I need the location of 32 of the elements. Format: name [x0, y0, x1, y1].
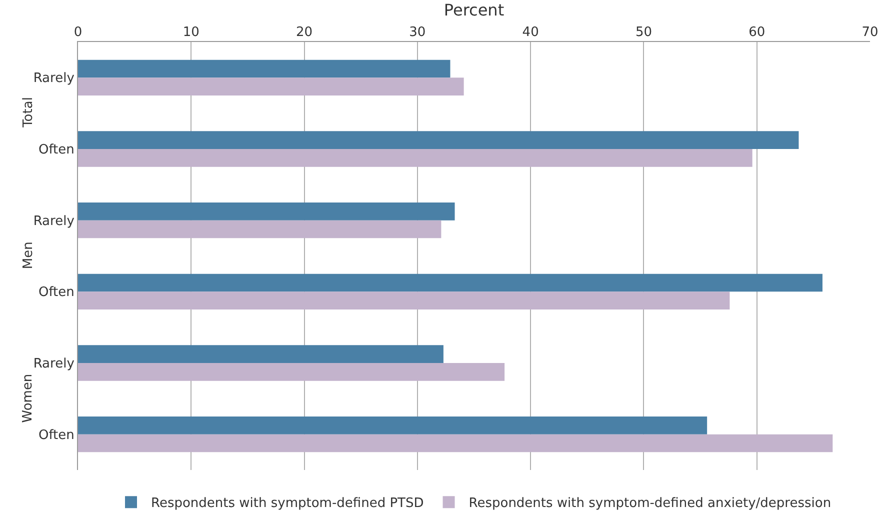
x-tick-label: 50	[635, 24, 652, 40]
x-tick-label: 30	[409, 24, 426, 40]
bar	[78, 202, 455, 220]
bar	[78, 345, 444, 363]
bar	[78, 131, 799, 149]
bar	[78, 149, 752, 167]
bar	[78, 274, 822, 292]
bar	[78, 60, 450, 78]
bar	[78, 434, 833, 452]
x-axis-title: Percent	[444, 0, 504, 20]
x-tick-label: 40	[522, 24, 539, 40]
bar	[78, 416, 708, 434]
x-tick-label: 20	[296, 24, 313, 40]
y-tick-label: Often	[38, 142, 74, 158]
bar	[78, 220, 442, 238]
text: Total	[20, 97, 36, 128]
y-tick-label: Often	[38, 285, 74, 300]
x-tick-label: 70	[862, 24, 878, 40]
y-tick-label: Rarely	[33, 356, 75, 372]
bar	[78, 292, 730, 310]
x-tick-label: 10	[182, 24, 200, 40]
legend-label: Respondents with symptom-defined anxiety/depression	[468, 496, 832, 512]
text: Women	[20, 374, 36, 423]
y-tick-label: Often	[38, 428, 74, 443]
x-tick-label: 60	[748, 24, 766, 40]
bar	[78, 78, 464, 96]
y-tick-label: Rarely	[33, 71, 75, 86]
legend-label: Respondents with symptom-defined PTSD	[151, 496, 424, 512]
text: Men	[21, 242, 36, 270]
x-tick-label: 0	[74, 24, 82, 40]
y-tick-label: Rarely	[33, 214, 75, 229]
bar	[78, 363, 505, 381]
